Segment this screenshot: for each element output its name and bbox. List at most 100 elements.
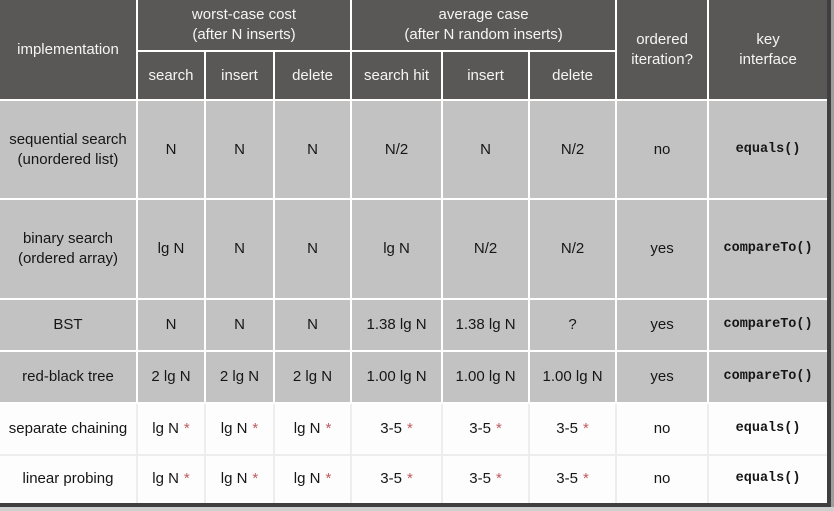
cost-value-cell: N <box>138 299 206 352</box>
cost-value-cell: N <box>275 200 353 300</box>
cost-value: 1.00 lg N <box>542 367 603 385</box>
cost-value-cell: 3-5 * <box>530 403 618 456</box>
header-group-average-case-line2: (after N random inserts) <box>404 26 563 43</box>
cost-value: N <box>165 315 177 333</box>
cost-value-cell: N <box>275 101 353 201</box>
footnote-asterisk: * <box>582 470 589 488</box>
ordered-iteration-cell: no <box>617 455 710 503</box>
cost-value-cell: lg N * <box>138 403 206 456</box>
cost-value-cell: N/2 <box>530 200 618 300</box>
cost-value-cell: 3-5 * <box>443 455 531 503</box>
table-row: sequential search (unordered list) N N N N/2 N… <box>0 101 828 201</box>
cost-value-cell: N <box>206 299 275 352</box>
cost-value-cell: 3-5 * <box>352 455 444 503</box>
footnote-asterisk: * <box>183 470 190 488</box>
cost-value: N <box>307 239 318 257</box>
cost-value: 2 lg N <box>151 367 191 385</box>
header-avg-search-hit: search hit <box>352 52 444 101</box>
cost-value: N <box>234 315 245 333</box>
cost-value-cell: lg N * <box>206 403 275 456</box>
cost-value: N <box>307 140 318 158</box>
cost-value-cell: N <box>206 101 275 201</box>
footnote-asterisk: * <box>495 470 502 488</box>
cost-value-cell: N/2 <box>530 101 618 201</box>
implementation-label-line: BST <box>53 315 83 333</box>
symbol-table-comparison-table: implementation worst-case cost (after N … <box>0 0 828 503</box>
cost-value-cell: N <box>206 200 275 300</box>
cost-value: 3-5 <box>380 419 402 437</box>
implementation-cell: BST <box>0 299 138 352</box>
key-interface-cell: equals() <box>709 101 828 201</box>
implementation-cell: linear probing <box>0 455 138 503</box>
cost-value: N/2 <box>473 239 498 257</box>
cost-value: N <box>480 140 491 158</box>
implementation-label-line: (unordered list) <box>17 150 119 168</box>
cost-value: 3-5 <box>380 470 402 488</box>
cost-value: lg N <box>157 239 185 257</box>
header-key-interface: key interface <box>709 0 828 101</box>
implementation-cell: separate chaining <box>0 403 138 456</box>
cost-value-cell: lg N * <box>275 403 353 456</box>
header-ordered-iteration-line1: ordered <box>636 30 688 48</box>
cost-value: 1.00 lg N <box>366 367 427 385</box>
cost-value: ? <box>568 315 577 333</box>
ordered-iteration-cell: no <box>617 403 710 456</box>
cost-value-cell: N <box>275 299 353 352</box>
table-row: linear probing lg N * lg N * lg N * 3-5 * 3-5 * 3-5… <box>0 455 828 503</box>
cost-value-cell: 2 lg N <box>206 351 275 404</box>
cost-value: lg N <box>220 470 248 488</box>
cost-value: 3-5 <box>556 419 578 437</box>
cost-value: 3-5 <box>556 470 578 488</box>
footnote-asterisk: * <box>495 419 502 437</box>
cost-value-cell: 2 lg N <box>138 351 206 404</box>
implementation-label-line: (ordered array) <box>17 249 119 267</box>
cost-value: 1.38 lg N <box>366 315 427 333</box>
header-key-interface-line1: key <box>756 30 780 48</box>
header-ordered-iteration: ordered iteration? <box>617 0 710 101</box>
cost-value-cell: 3-5 * <box>352 403 444 456</box>
header-implementation: implementation <box>0 0 138 101</box>
cost-value-cell: N <box>443 101 531 201</box>
ordered-iteration-cell: yes <box>617 299 710 352</box>
footnote-asterisk: * <box>406 419 413 437</box>
cost-value: lg N <box>152 470 179 488</box>
header-worst-delete: delete <box>275 52 353 101</box>
table-body: sequential search (unordered list) N N N N/2 N… <box>0 101 828 503</box>
cost-value-cell: 1.00 lg N <box>352 351 444 404</box>
implementation-cell: red-black tree <box>0 351 138 404</box>
cost-value-cell: 1.38 lg N <box>352 299 444 352</box>
ordered-iteration-cell: yes <box>617 200 710 300</box>
cost-value: 1.38 lg N <box>455 315 516 333</box>
implementation-label-line: sequential search <box>9 130 127 148</box>
footnote-asterisk: * <box>252 419 259 437</box>
header-group-average-case: average case (after N random inserts) <box>352 0 618 52</box>
footnote-asterisk: * <box>183 419 190 437</box>
cost-value: N <box>307 315 318 333</box>
window-border-bottom-dark <box>0 503 831 507</box>
table-header: implementation worst-case cost (after N … <box>0 0 828 101</box>
cost-value-cell: N/2 <box>443 200 531 300</box>
header-group-average-case-line1: average case <box>438 6 529 23</box>
key-interface-cell: equals() <box>709 455 828 503</box>
cost-value: 1.00 lg N <box>455 367 516 385</box>
cost-value: 3-5 <box>469 419 491 437</box>
cost-value: N <box>234 140 245 158</box>
cost-value-cell: 3-5 * <box>530 455 618 503</box>
cost-value: lg N <box>383 239 410 257</box>
cost-value-cell: 3-5 * <box>443 403 531 456</box>
cost-value: N/2 <box>560 140 585 158</box>
key-interface-cell: equals() <box>709 403 828 456</box>
header-key-interface-line2: interface <box>739 50 797 68</box>
key-interface-cell: compareTo() <box>709 351 828 404</box>
cost-value-cell: lg N * <box>275 455 353 503</box>
window-border-right-light <box>831 0 834 511</box>
header-group-row: implementation worst-case cost (after N … <box>0 0 828 101</box>
implementation-label-line: red-black tree <box>22 367 114 385</box>
cost-value: 3-5 <box>469 470 491 488</box>
cost-value-cell: lg N * <box>138 455 206 503</box>
footnote-asterisk: * <box>406 470 413 488</box>
window-border-right-dark <box>827 0 831 507</box>
cost-value-cell: lg N <box>352 200 444 300</box>
footnote-asterisk: * <box>582 419 589 437</box>
